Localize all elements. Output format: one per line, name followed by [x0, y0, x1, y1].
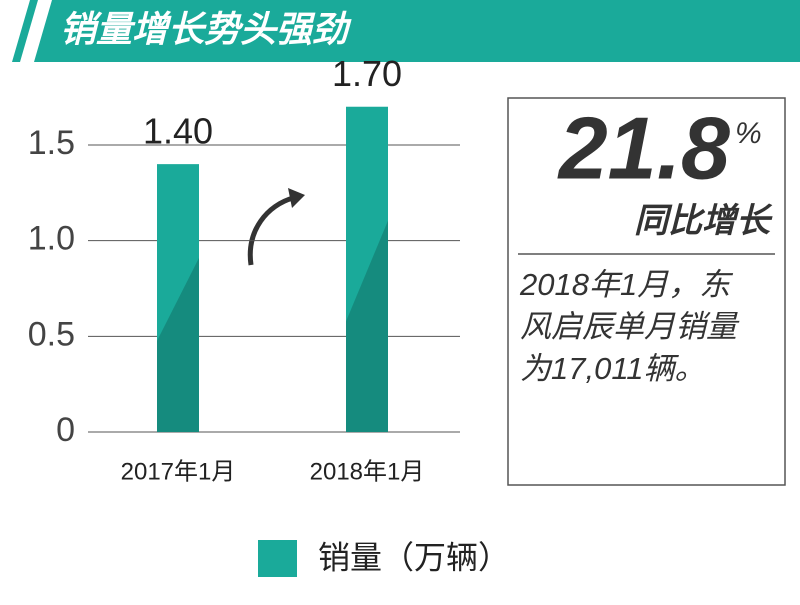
annotation-line: 为17,011辆。 [520, 351, 706, 386]
y-tick-label: 1.0 [28, 220, 75, 258]
growth-value: 21.8 [557, 98, 730, 197]
annotation-box [507, 97, 786, 486]
y-tick-label: 0.5 [28, 315, 75, 353]
growth-arrow-head [288, 188, 305, 208]
bar [346, 106, 388, 432]
x-tick-label: 2018年1月 [310, 458, 425, 485]
growth-label: 同比增长 [634, 202, 773, 240]
legend-swatch [258, 540, 297, 577]
legend-label: 销量（万辆） [318, 539, 510, 575]
plot: 0 0.5 1.0 1.5 1.40 1.70 2017年1月 2018年1月 [28, 53, 460, 485]
growth-unit: % [735, 117, 762, 150]
bar-shade [346, 220, 388, 432]
bar [157, 164, 199, 432]
growth-arrow [247, 195, 294, 266]
y-tick-label: 0 [56, 411, 75, 449]
value-label: 1.70 [332, 53, 402, 94]
value-label: 1.40 [143, 111, 213, 152]
annotation-line: 风启辰单月销量 [520, 309, 740, 344]
header-slash [0, 0, 30, 62]
y-tick-label: 1.5 [28, 124, 75, 162]
annotation-line: 2018年1月，东 [519, 267, 733, 302]
x-tick-label: 2017年1月 [121, 458, 236, 485]
header-band [0, 0, 800, 62]
chart-title: 销量增长势头强劲 [60, 9, 352, 50]
header-slash [20, 0, 52, 62]
bar-shade [157, 257, 199, 432]
